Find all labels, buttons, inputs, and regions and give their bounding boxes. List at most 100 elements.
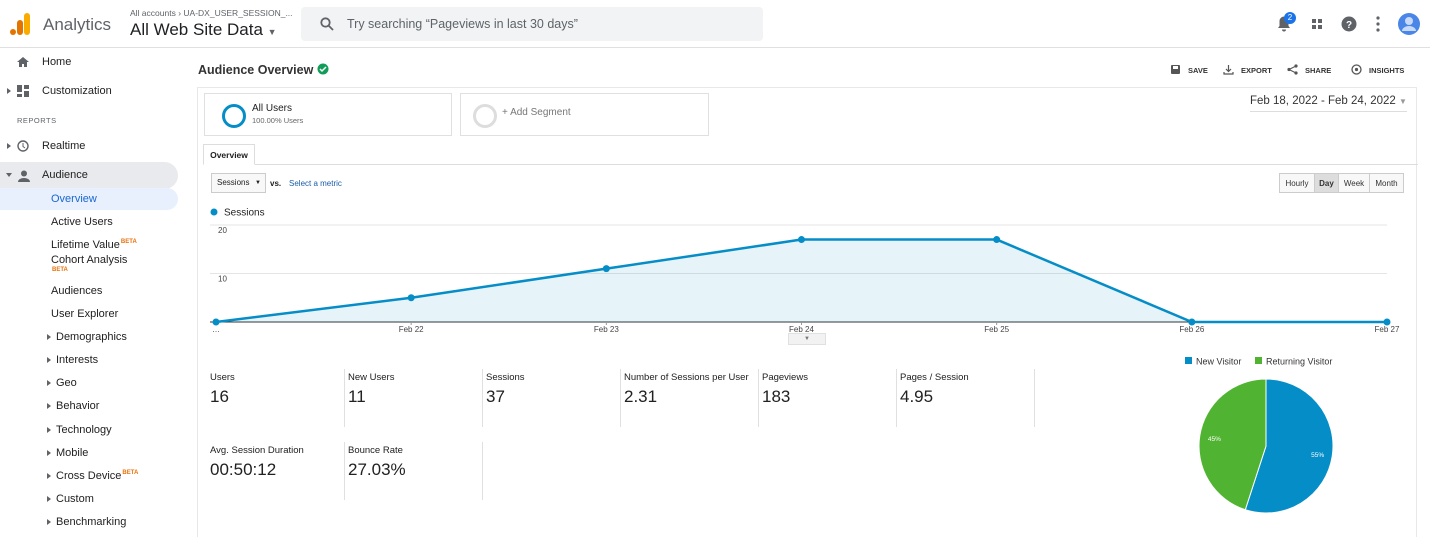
nav-label: Custom	[56, 493, 94, 505]
segment[interactable]: All Users 100.00% Users	[204, 93, 452, 136]
metric-value: 11	[348, 387, 366, 406]
nav-item[interactable]: Technology	[0, 419, 178, 441]
x-tick-label: Feb 22	[399, 325, 424, 334]
more-icon[interactable]	[1376, 16, 1380, 32]
metric-label: Pageviews	[762, 372, 808, 383]
nav-label: Mobile	[56, 447, 89, 459]
section-label: REPORTS	[17, 116, 57, 125]
nav-item[interactable]: Audiences	[0, 280, 178, 302]
nav-item[interactable]: Active Users	[0, 211, 178, 233]
property-selector[interactable]: All Web Site Data ▼	[130, 20, 277, 39]
metric-value: 00:50:12	[210, 460, 277, 479]
y-tick-label: 20	[218, 226, 227, 235]
collapse-toggle[interactable]: ▼	[788, 333, 826, 345]
nav-label: Audiences	[51, 285, 103, 297]
metric-value: 37	[486, 387, 505, 406]
add-segment-label: + Add Segment	[502, 107, 571, 118]
nav-label: Demographics	[56, 331, 127, 343]
nav-item[interactable]: Interests	[0, 349, 178, 371]
nav-label: Benchmarking	[56, 516, 127, 528]
expand-arrow	[47, 450, 51, 456]
metric-value: 183	[762, 387, 791, 406]
breadcrumb-item[interactable]: All accounts	[130, 8, 176, 18]
nav-item[interactable]: Audience	[0, 162, 178, 189]
svg-text:?: ?	[1346, 20, 1352, 31]
nav-item[interactable]: Mobile	[0, 442, 178, 464]
nav-label: Geo	[56, 377, 77, 389]
metric-tile: Pages / Session 4.95	[897, 369, 1035, 427]
select-metric-link[interactable]: Select a metric	[289, 179, 342, 188]
nav-item[interactable]: Custom	[0, 488, 178, 510]
action-button[interactable]: EXPORT	[1223, 64, 1272, 75]
area	[216, 239, 1387, 322]
search-box[interactable]: Try searching “Pageviews in last 30 days…	[301, 7, 763, 41]
metric-tile: Sessions 37	[483, 369, 621, 427]
metric-select-label: Sessions	[217, 178, 250, 187]
tab[interactable]: Overview	[203, 144, 255, 165]
logo	[10, 13, 30, 35]
notification-badge	[1284, 12, 1296, 24]
metric-value: 2.31	[624, 387, 658, 406]
nav-item[interactable]: Lifetime ValueBETA	[0, 234, 178, 256]
search-placeholder: Try searching “Pageviews in last 30 days…	[347, 17, 578, 31]
metric-value: 16	[210, 387, 229, 406]
nav-item[interactable]: Overview	[0, 188, 178, 210]
nav-label: Audience	[42, 169, 88, 181]
legend-label: Sessions	[224, 208, 265, 219]
search-icon	[320, 17, 334, 31]
page-title: Audience Overview	[198, 63, 329, 77]
tab-line	[203, 164, 1418, 165]
report-card	[197, 87, 1417, 537]
action-button[interactable]: INSIGHTS	[1351, 64, 1404, 75]
nav-label: Lifetime ValueBETA	[51, 239, 137, 251]
expand-arrow	[47, 380, 51, 386]
metric-tile: Users 16	[207, 369, 345, 427]
x-tick-label: …	[212, 325, 220, 334]
nav-label: Cohort Analysis	[51, 254, 128, 266]
metric-tile: Avg. Session Duration 00:50:12	[207, 442, 345, 500]
expand-arrow	[47, 473, 51, 479]
action-button[interactable]: SAVE	[1170, 64, 1208, 75]
metric-tile: New Users 11	[345, 369, 483, 427]
expand-arrow	[47, 496, 51, 502]
granularity-button[interactable]: Hourly	[1279, 173, 1315, 193]
nav-item[interactable]: Customization	[0, 80, 178, 102]
help-icon[interactable]	[1341, 16, 1357, 32]
legend-label: Returning Visitor	[1266, 357, 1332, 367]
nav-item[interactable]: Realtime	[0, 135, 178, 157]
pie-slice	[1198, 378, 1267, 511]
granularity-button[interactable]: Month	[1369, 173, 1404, 193]
breadcrumb[interactable]: All accounts › UA-DX_USER_SESSION_...	[130, 8, 293, 18]
nav-item[interactable]: Cohort Analysis BETA	[0, 253, 178, 275]
action-label: EXPORT	[1241, 66, 1272, 75]
nav-item[interactable]: Behavior	[0, 395, 178, 417]
nav-item[interactable]: Demographics	[0, 326, 178, 348]
point	[212, 318, 220, 326]
x-tick-label: Feb 27	[1375, 325, 1400, 334]
legend-marker	[1185, 357, 1192, 364]
metric-select[interactable]: Sessions ▼	[211, 173, 266, 193]
nav-label: Overview	[51, 193, 97, 205]
point	[798, 236, 805, 244]
metric-tile: Bounce Rate 27.03%	[345, 442, 483, 500]
sidebar: Home Customization REPORTS Realtime Audi…	[0, 48, 190, 537]
nav-item[interactable]: Benchmarking	[0, 511, 178, 533]
add-segment[interactable]: + Add Segment	[460, 93, 709, 136]
granularity-button[interactable]: Day	[1314, 173, 1339, 193]
metric-label: Avg. Session Duration	[210, 445, 304, 456]
metric-value: 27.03%	[348, 460, 406, 479]
nav-item[interactable]: User Explorer	[0, 303, 178, 325]
expand-arrow	[47, 403, 51, 409]
breadcrumb-item[interactable]: UA-DX_USER_SESSION_...	[183, 8, 293, 18]
beta-badge: BETA	[122, 470, 139, 476]
nav-item[interactable]: Home	[0, 51, 178, 73]
apps-icon[interactable]	[1312, 19, 1322, 29]
nav-item[interactable]: Geo	[0, 372, 178, 394]
date-range[interactable]: Feb 18, 2022 - Feb 24, 2022 ▼	[1250, 95, 1407, 112]
pie-label: 45%	[1208, 436, 1221, 443]
metric-label: Pages / Session	[900, 372, 969, 383]
nav-item[interactable]: Cross DeviceBETA	[0, 465, 178, 487]
action-button[interactable]: SHARE	[1287, 64, 1331, 75]
